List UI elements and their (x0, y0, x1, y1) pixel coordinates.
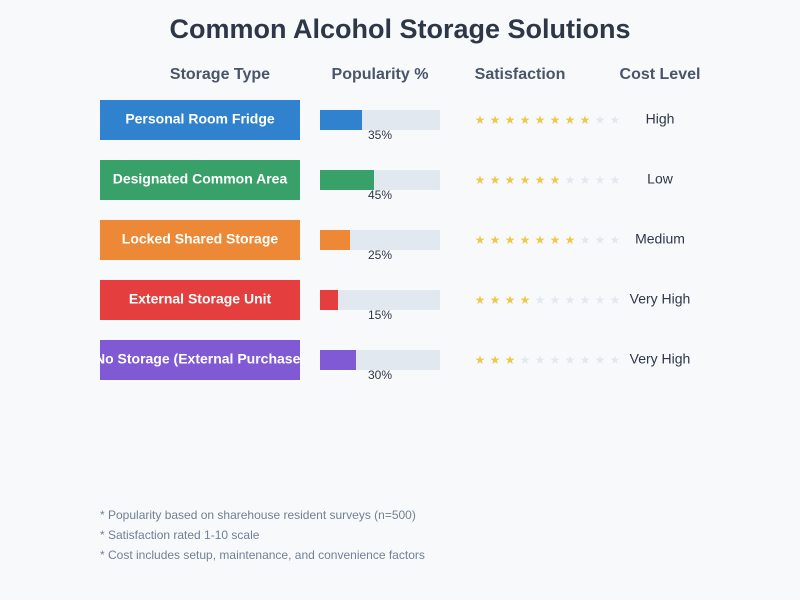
star: ★ (520, 173, 531, 187)
star: ★ (595, 233, 606, 247)
star: ★ (520, 353, 531, 367)
column-header: Popularity % (332, 66, 429, 83)
star: ★ (490, 293, 501, 307)
column-header: Satisfaction (475, 66, 566, 83)
star: ★ (490, 353, 501, 367)
star: ★ (610, 233, 621, 247)
star: ★ (580, 353, 591, 367)
star: ★ (595, 293, 606, 307)
type-label: Designated Common Area (113, 171, 288, 187)
satisfaction-stars: ★ ★ ★ ★ ★ ★ ★ ★ ★ ★ (475, 233, 621, 247)
footnote: * Cost includes setup, maintenance, and … (100, 548, 425, 562)
star: ★ (490, 173, 501, 187)
star: ★ (565, 233, 576, 247)
cost-level: Very High (630, 291, 691, 307)
star: ★ (475, 293, 486, 307)
type-box (100, 340, 300, 380)
footnote: * Satisfaction rated 1-10 scale (100, 528, 260, 542)
popularity-label: 25% (368, 248, 392, 262)
satisfaction-stars: ★ ★ ★ ★ ★ ★ ★ ★ ★ ★ (475, 293, 621, 307)
star: ★ (550, 173, 561, 187)
star: ★ (610, 293, 621, 307)
star: ★ (595, 353, 606, 367)
popularity-label: 15% (368, 308, 392, 322)
popularity-bar (320, 290, 338, 310)
star: ★ (580, 113, 591, 127)
type-label: Personal Room Fridge (125, 111, 275, 127)
type-box (100, 100, 300, 140)
footnote: * Popularity based on sharehouse residen… (100, 508, 416, 522)
type-box (100, 160, 300, 200)
bar-track (320, 290, 440, 310)
satisfaction-stars: ★ ★ ★ ★ ★ ★ ★ ★ ★ ★ (475, 173, 621, 187)
star: ★ (505, 293, 516, 307)
star: ★ (565, 293, 576, 307)
star: ★ (535, 293, 546, 307)
satisfaction-stars: ★ ★ ★ ★ ★ ★ ★ ★ ★ ★ (475, 353, 621, 367)
type-label: Locked Shared Storage (122, 231, 279, 247)
star: ★ (610, 353, 621, 367)
star: ★ (535, 353, 546, 367)
star: ★ (550, 293, 561, 307)
star: ★ (565, 173, 576, 187)
popularity-label: 45% (368, 188, 392, 202)
column-header: Cost Level (620, 66, 701, 83)
star: ★ (535, 233, 546, 247)
star: ★ (550, 353, 561, 367)
star: ★ (550, 113, 561, 127)
cost-level: Low (647, 171, 674, 187)
star: ★ (475, 233, 486, 247)
star: ★ (565, 113, 576, 127)
column-header: Storage Type (170, 66, 270, 83)
star: ★ (490, 113, 501, 127)
cost-level: Very High (630, 351, 691, 367)
star: ★ (520, 113, 531, 127)
star: ★ (535, 113, 546, 127)
popularity-bar (320, 170, 374, 190)
popularity-label: 30% (368, 368, 392, 382)
star: ★ (595, 113, 606, 127)
cost-level: Medium (635, 231, 685, 247)
popularity-label: 35% (368, 128, 392, 142)
star: ★ (505, 233, 516, 247)
popularity-bar (320, 110, 362, 130)
star: ★ (610, 113, 621, 127)
star: ★ (475, 173, 486, 187)
star: ★ (565, 353, 576, 367)
star: ★ (580, 293, 591, 307)
popularity-bar (320, 230, 350, 250)
star: ★ (505, 353, 516, 367)
star: ★ (535, 173, 546, 187)
star: ★ (595, 173, 606, 187)
type-label: External Storage Unit (129, 291, 272, 307)
star: ★ (580, 173, 591, 187)
star: ★ (520, 233, 531, 247)
title: Common Alcohol Storage Solutions (169, 14, 630, 44)
cost-level: High (646, 111, 675, 127)
star: ★ (520, 293, 531, 307)
star: ★ (475, 113, 486, 127)
star: ★ (580, 233, 591, 247)
star: ★ (550, 233, 561, 247)
star: ★ (505, 113, 516, 127)
satisfaction-stars: ★ ★ ★ ★ ★ ★ ★ ★ ★ ★ (475, 113, 621, 127)
star: ★ (490, 233, 501, 247)
type-box (100, 220, 300, 260)
star: ★ (610, 173, 621, 187)
popularity-bar (320, 350, 356, 370)
star: ★ (475, 353, 486, 367)
type-box (100, 280, 300, 320)
type-label: No Storage (External Purchase) (95, 351, 305, 367)
star: ★ (505, 173, 516, 187)
